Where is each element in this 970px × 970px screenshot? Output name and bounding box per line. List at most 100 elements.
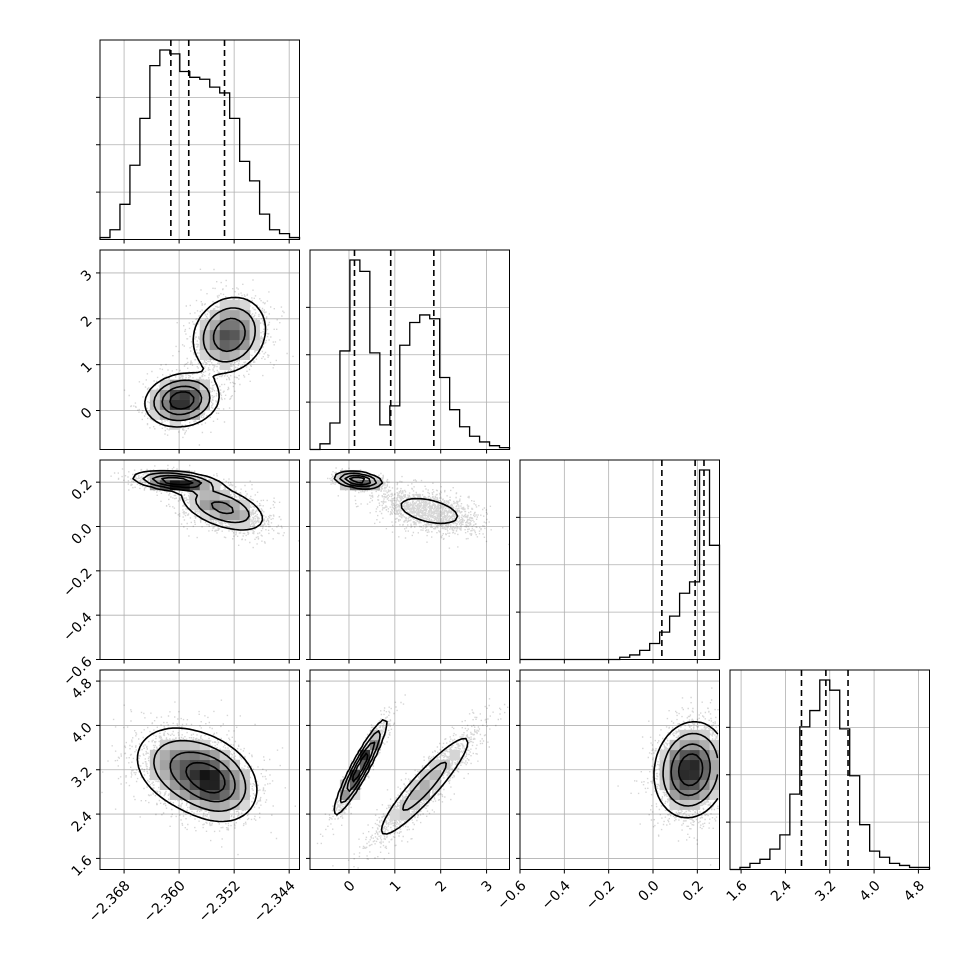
x-tick-label: 2.4 [768,878,795,905]
panel-background [310,460,510,660]
density-cell [199,799,211,810]
x-tick-label: 2 [433,878,451,896]
density-cell [199,769,211,781]
x-tick-label: 0.0 [636,878,663,905]
y-tick-label: 0 [78,405,96,423]
density-cell [149,769,161,781]
contour-level [151,474,234,515]
contour-level [351,752,369,783]
density-cell [179,379,191,390]
density-cell [179,779,191,790]
density-cell [709,749,720,761]
density-cell [209,799,220,810]
density-cell [179,759,191,771]
density-cell [229,499,240,511]
density-cell [709,759,720,771]
density-cell [209,499,220,511]
contour-level [653,721,719,819]
y-tick-label: 1 [78,359,96,377]
y-tick-label: 0.2 [69,477,96,504]
density-cell [169,749,181,761]
density-cell [239,509,250,521]
density-cell [219,509,230,521]
contour-level [161,317,246,416]
y-tick-label: −0.2 [60,565,95,600]
density-cell [199,759,211,771]
density-cell [689,779,700,790]
density-cell [169,779,181,790]
density-cell [229,329,240,341]
histogram-step-line [310,259,511,451]
density-cell [169,419,181,430]
contour-level [144,296,267,428]
panel-frame [99,249,300,450]
density-cell [209,769,220,781]
x-tick-label: 4.0 [857,878,884,905]
density-cell [179,739,191,751]
density-cell [429,769,440,781]
density-cell [239,519,250,531]
density-cell [199,329,211,341]
panel-background [310,250,510,450]
histogram-panel-0 [96,39,301,244]
contour-level [136,727,258,823]
histogram-step-line [99,49,301,240]
panel-background [520,460,720,660]
density-panel-0-1: 0 1 2 3 [78,249,300,454]
density-cell [699,749,710,761]
density-cell [189,409,201,420]
density-cell [219,329,230,341]
density-cell [179,769,191,781]
density-cell [229,759,240,771]
density-cell [229,789,240,800]
density-cell [169,769,181,781]
density-cell [209,479,220,491]
density-cell [239,499,250,511]
histogram-panel-1 [306,249,511,454]
contour-level [169,751,236,803]
histogram-panel-2 [516,459,721,664]
contour-level [132,469,264,531]
density-cell [679,769,690,781]
density-cell [669,739,680,751]
density-cell [229,349,240,361]
density-cell [199,389,211,400]
panel-background [100,40,300,240]
density-cell [699,769,710,781]
density-cell [239,349,250,361]
density-cell [209,749,220,761]
density-cell [229,339,240,351]
density-cell [449,749,460,761]
panel-frame [99,39,300,240]
density-cell [429,759,440,771]
density-cell [679,759,690,771]
density-cell [699,759,710,771]
density-cell [699,729,710,741]
density-cell [199,379,211,390]
density-cell [219,299,230,311]
density-cell [409,779,421,790]
density-cell [189,749,201,761]
density-cell [239,299,250,311]
density-cell [419,769,430,781]
density-cell [199,479,211,491]
density-cell [229,519,240,531]
density-cell [669,759,680,771]
density-cell [169,739,181,751]
density-cell [659,749,670,761]
contour-level [344,474,372,486]
density-cell [189,499,201,511]
density-cell [159,769,171,781]
panel-frame [519,459,720,660]
x-tick-label: −2.352 [196,878,244,926]
density-cell [199,499,211,511]
density-cell [219,789,230,800]
density-cell [149,469,161,481]
contour-level [346,741,376,793]
density-cell [689,729,700,741]
x-tick-label: −0.2 [583,878,618,913]
density-cell [229,319,240,331]
x-tick-label: −2.344 [251,878,299,926]
x-tick-label: 0.2 [680,878,707,905]
contour-level [333,470,459,525]
